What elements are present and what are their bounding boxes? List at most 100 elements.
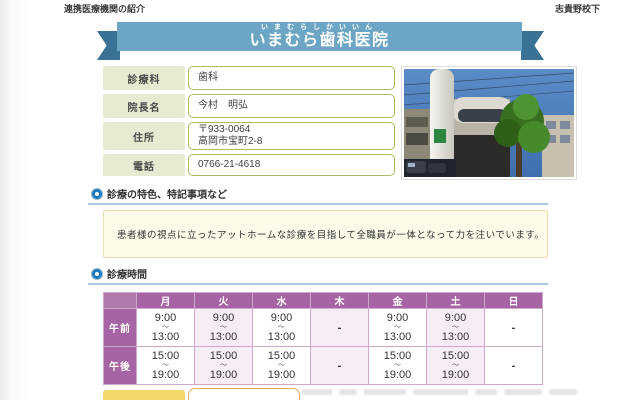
time-separator: 〜 <box>278 324 285 331</box>
time-to: 13:00 <box>441 331 470 343</box>
section-heading-features: 診療の特色、特記事項など <box>92 186 227 201</box>
time-separator: 〜 <box>278 362 285 369</box>
title-ribbon: いまむらしかいいん いまむら歯科医院 <box>117 22 522 51</box>
ribbon-tail-right-icon <box>521 31 544 60</box>
schedule-cell-closed: - <box>310 308 369 347</box>
phone-number-text: 0766-21-4618 <box>198 159 261 170</box>
hours-heading: 診療時間 <box>107 270 147 281</box>
schedule-cell: 15:00 〜 19:00 <box>136 346 195 385</box>
section-divider <box>88 203 548 205</box>
schedule-cell: 15:00 〜 19:00 <box>368 346 427 385</box>
faint-text-fragment <box>339 389 357 395</box>
page-title: いまむら歯科医院 <box>249 32 390 49</box>
info-row-department: 診療科 歯科 <box>103 66 395 90</box>
time-separator: 〜 <box>394 324 401 331</box>
time-from: 15:00 <box>151 350 180 362</box>
schedule-cell: 15:00 〜 19:00 <box>426 346 485 385</box>
hours-row-am: 午前 9:00 〜 13:00 9:00 〜 13:00 9:00 〜 13:00 - 9:… <box>103 308 543 347</box>
schedule-cell: 15:00 〜 19:00 <box>194 346 253 385</box>
day-header-tue: 火 <box>194 292 253 309</box>
time-to: 19:00 <box>151 369 180 381</box>
time-to: 13:00 <box>383 331 412 343</box>
schedule-cell: 9:00 〜 13:00 <box>368 308 427 347</box>
clinic-info-table: 診療科 歯科 院長名 今村 明弘 住所 〒933-0064 高岡市宝町2-8 電… <box>103 66 395 180</box>
schedule-cell: 15:00 〜 19:00 <box>252 346 311 385</box>
faint-text-fragment <box>504 389 542 395</box>
info-value: 今村 明弘 <box>188 94 395 118</box>
info-label: 院長名 <box>103 94 185 118</box>
hours-corner-cell <box>103 292 137 309</box>
section-bullet-icon <box>92 188 102 199</box>
day-header-mon: 月 <box>136 292 195 309</box>
day-header-sun: 日 <box>484 292 543 309</box>
next-row-value-box-partial <box>188 388 300 400</box>
faint-text-fragment <box>413 389 468 395</box>
next-row-label-partial <box>103 390 185 400</box>
time-from: 15:00 <box>383 350 412 362</box>
schedule-cell: 9:00 〜 13:00 <box>194 308 253 347</box>
info-value: 歯科 <box>188 66 395 90</box>
time-separator: 〜 <box>394 362 401 369</box>
time-to: 13:00 <box>151 331 180 343</box>
info-value-text: 今村 明弘 <box>198 100 248 111</box>
time-to: 13:00 <box>209 331 238 343</box>
info-value-text: 歯科 <box>198 72 218 83</box>
faint-text-fragment <box>549 389 577 395</box>
features-note-box: 患者様の視点に立ったアットホームな診療を目指して全職員が一体となって力を注いでい… <box>103 210 548 258</box>
info-label: 診療科 <box>103 66 185 90</box>
info-row-director: 院長名 今村 明弘 <box>103 94 395 118</box>
section-heading-hours: 診療時間 <box>92 266 147 281</box>
day-header-fri: 金 <box>368 292 427 309</box>
district-label: 志貴野校下 <box>554 4 600 14</box>
features-note-text: 患者様の視点に立ったアットホームな診療を目指して全職員が一体となって力を注いでい… <box>117 230 545 241</box>
hours-header-row: 月 火 水 木 金 土 日 <box>103 292 543 309</box>
section-bullet-icon <box>92 268 102 279</box>
breadcrumb-label: 連携医療機関の紹介 <box>64 4 146 14</box>
time-separator: 〜 <box>220 362 227 369</box>
postal-code-text: 〒933-0064 <box>198 124 251 135</box>
hours-table: 月 火 水 木 金 土 日 午前 9:00 〜 13:00 9:00 〜 13:00 9… <box>103 292 543 385</box>
row-label-am: 午前 <box>103 308 137 347</box>
faint-text-fragment <box>364 389 406 395</box>
info-value: 0766-21-4618 <box>188 154 395 176</box>
clinic-photo <box>401 66 577 180</box>
time-separator: 〜 <box>220 324 227 331</box>
time-to: 19:00 <box>267 369 296 381</box>
row-label-pm: 午後 <box>103 346 137 385</box>
schedule-cell: 9:00 〜 13:00 <box>136 308 195 347</box>
time-from: 9:00 <box>444 312 467 324</box>
faint-text-fragment <box>302 389 332 395</box>
time-from: 15:00 <box>267 350 296 362</box>
time-separator: 〜 <box>452 324 459 331</box>
schedule-cell: 9:00 〜 13:00 <box>426 308 485 347</box>
time-from: 9:00 <box>386 312 409 324</box>
time-separator: 〜 <box>452 362 459 369</box>
info-value: 〒933-0064 高岡市宝町2-8 <box>188 122 395 150</box>
time-from: 15:00 <box>441 350 470 362</box>
info-label: 住所 <box>103 122 185 150</box>
time-from: 9:00 <box>270 312 293 324</box>
time-to: 19:00 <box>441 369 470 381</box>
info-label: 電話 <box>103 154 185 176</box>
time-to: 13:00 <box>267 331 296 343</box>
day-header-thu: 木 <box>310 292 369 309</box>
schedule-cell-closed: - <box>484 308 543 347</box>
time-separator: 〜 <box>162 324 169 331</box>
address-text: 高岡市宝町2-8 <box>198 136 263 147</box>
faint-text-fragment <box>475 389 497 395</box>
clinic-name-furigana: いまむらしかいいん <box>261 24 378 31</box>
schedule-cell-closed: - <box>484 346 543 385</box>
time-separator: 〜 <box>162 362 169 369</box>
day-header-sat: 土 <box>426 292 485 309</box>
clinic-photo-illustration <box>404 69 574 177</box>
hours-row-pm: 午後 15:00 〜 19:00 15:00 〜 19:00 15:00 〜 19:00 -… <box>103 346 543 385</box>
time-from: 9:00 <box>212 312 235 324</box>
ribbon-tail-left-icon <box>97 31 120 60</box>
features-heading: 診療の特色、特記事項など <box>107 190 227 201</box>
info-row-address: 住所 〒933-0064 高岡市宝町2-8 <box>103 122 395 150</box>
info-row-phone: 電話 0766-21-4618 <box>103 154 395 176</box>
time-from: 9:00 <box>154 312 177 324</box>
schedule-cell: 9:00 〜 13:00 <box>252 308 311 347</box>
section-divider <box>88 283 548 285</box>
